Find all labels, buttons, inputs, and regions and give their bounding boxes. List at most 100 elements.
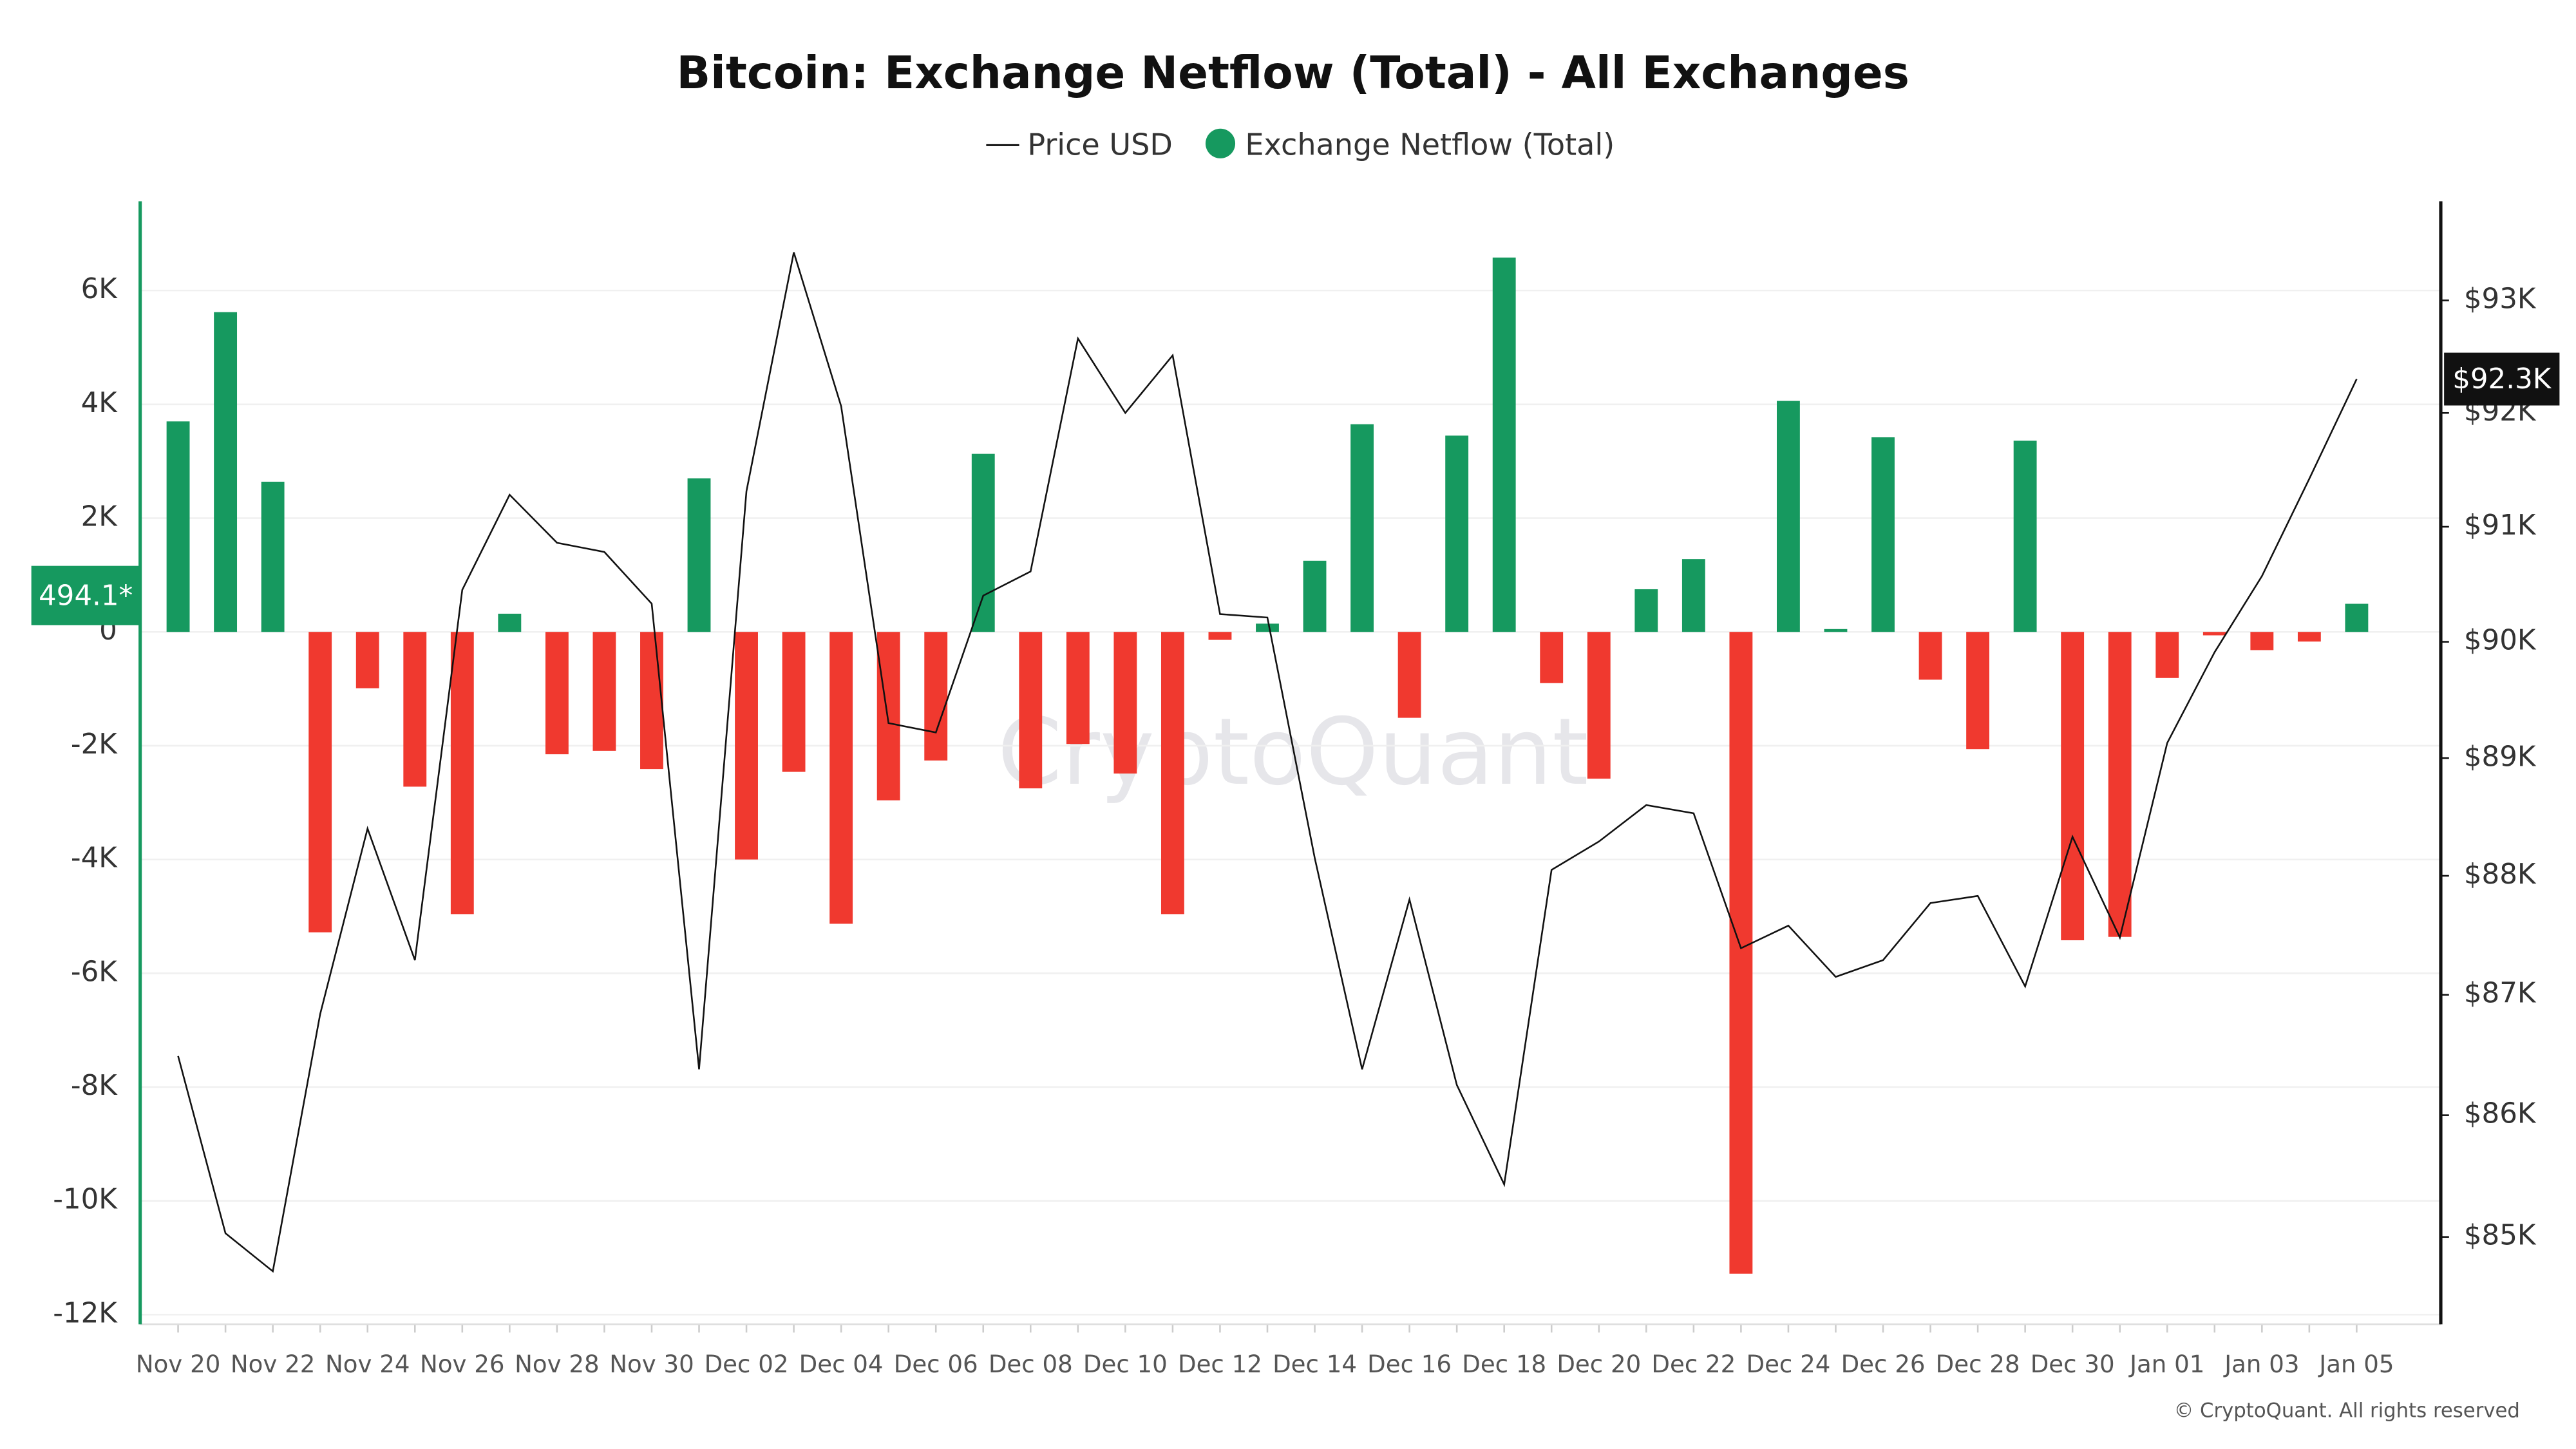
- last-value-box: [2444, 352, 2560, 406]
- bar: [1777, 401, 1800, 632]
- price-line: [177, 252, 2358, 1273]
- x-tick-label: Dec 18: [1462, 1350, 1546, 1378]
- legend-label: Price USD: [1027, 127, 1173, 162]
- bar: [261, 481, 285, 632]
- y2-tick-label: $89K: [2464, 741, 2537, 773]
- bar: [1918, 632, 1942, 680]
- chart-title: Bitcoin: Exchange Netflow (Total) - All …: [676, 48, 1909, 99]
- x-tick-label: Nov 28: [515, 1350, 600, 1378]
- bar: [1587, 632, 1611, 779]
- y-tick-label: 6K: [81, 273, 118, 305]
- bar: [2061, 632, 2085, 941]
- bar: [2013, 440, 2037, 632]
- y2-tick-label: $90K: [2464, 625, 2537, 657]
- x-tick-label: Dec 24: [1746, 1350, 1830, 1378]
- bar: [545, 632, 569, 755]
- bar: [2155, 632, 2179, 678]
- y-tick-label: -4K: [71, 842, 118, 875]
- bar: [450, 632, 474, 914]
- y-tick-label: 4K: [81, 387, 118, 419]
- bar: [1113, 632, 1137, 774]
- x-tick-label: Dec 28: [1936, 1350, 2020, 1378]
- bar: [1397, 632, 1421, 718]
- y-tick-label: -12K: [53, 1297, 118, 1329]
- x-tick-label: Dec 02: [705, 1350, 789, 1378]
- last-value-box: [31, 565, 140, 625]
- y-tick-label: -2K: [71, 728, 118, 761]
- bar: [403, 632, 427, 787]
- y2-tick-label: $91K: [2464, 509, 2537, 542]
- bar: [1729, 632, 1753, 1274]
- last-value-label: $92.3K: [2452, 363, 2552, 395]
- bar: [2250, 632, 2274, 650]
- x-tick-label: Dec 08: [989, 1350, 1073, 1378]
- y-tick-label: -8K: [71, 1070, 118, 1102]
- x-tick-label: Jan 05: [2318, 1350, 2394, 1378]
- grid: [140, 289, 2441, 1316]
- x-tick-label: Dec 16: [1367, 1350, 1452, 1378]
- bar: [1350, 424, 1374, 632]
- x-tick-label: Dec 06: [894, 1350, 978, 1378]
- x-tick-label: Nov 20: [136, 1350, 221, 1378]
- bar: [1303, 560, 1327, 632]
- bar: [214, 312, 238, 632]
- x-tick-label: Nov 26: [420, 1350, 505, 1378]
- bar: [1019, 632, 1043, 789]
- legend-label: Exchange Netflow (Total): [1245, 127, 1615, 162]
- bar: [2297, 632, 2321, 642]
- bar: [1824, 629, 1848, 632]
- y-tick-label: -10K: [53, 1184, 118, 1216]
- y-tick-label: -6K: [71, 956, 118, 988]
- bar: [498, 613, 522, 632]
- bar: [687, 478, 711, 632]
- x-tick-label: Dec 04: [799, 1350, 884, 1378]
- bar: [829, 632, 853, 924]
- bar: [1871, 437, 1895, 632]
- x-tick-label: Dec 22: [1651, 1350, 1736, 1378]
- bar: [2202, 632, 2226, 636]
- bar: [1540, 632, 1564, 683]
- legend: Price USD Exchange Netflow (Total): [986, 127, 1615, 162]
- x-tick-label: Jan 01: [2128, 1350, 2204, 1378]
- x-tick-label: Dec 12: [1178, 1350, 1262, 1378]
- bar: [782, 632, 806, 772]
- y2-tick-label: $85K: [2464, 1220, 2537, 1252]
- bar: [1208, 632, 1232, 640]
- bar: [640, 632, 663, 770]
- bar: [735, 632, 758, 860]
- y2-tick-label: $93K: [2464, 283, 2537, 315]
- x-tick-label: Jan 03: [2223, 1350, 2299, 1378]
- x-tick-label: Nov 22: [231, 1350, 316, 1378]
- x-tick-label: Dec 20: [1557, 1350, 1641, 1378]
- x-tick-label: Dec 14: [1273, 1350, 1357, 1378]
- x-tick-label: Dec 10: [1083, 1350, 1168, 1378]
- bar: [2108, 632, 2132, 937]
- bar: [2345, 603, 2369, 632]
- bar: [1634, 589, 1658, 632]
- bar: [971, 453, 995, 632]
- last-value-label: 494.1*: [39, 580, 133, 612]
- bar: [876, 632, 900, 800]
- bar: [166, 421, 190, 632]
- y2-tick-label: $86K: [2464, 1098, 2537, 1130]
- bar: [924, 632, 948, 761]
- y2-tick-label: $88K: [2464, 858, 2537, 891]
- x-tick-label: Nov 24: [325, 1350, 410, 1378]
- bar: [308, 632, 332, 933]
- y-tick-label: 2K: [81, 501, 118, 533]
- x-tick-label: Dec 30: [2031, 1350, 2115, 1378]
- bar: [1256, 623, 1279, 632]
- bar: [355, 632, 379, 688]
- bar: [1966, 632, 1990, 750]
- bar: [1445, 435, 1469, 632]
- x-tick-label: Dec 26: [1841, 1350, 1926, 1378]
- watermark: CryptoQuant: [998, 698, 1589, 806]
- legend-dot-swatch: [1205, 128, 1236, 158]
- bar: [1160, 632, 1184, 914]
- x-tick-label: Nov 30: [609, 1350, 694, 1378]
- bar: [1066, 632, 1090, 744]
- copyright: © CryptoQuant. All rights reserved: [2174, 1399, 2520, 1423]
- bar: [592, 632, 616, 751]
